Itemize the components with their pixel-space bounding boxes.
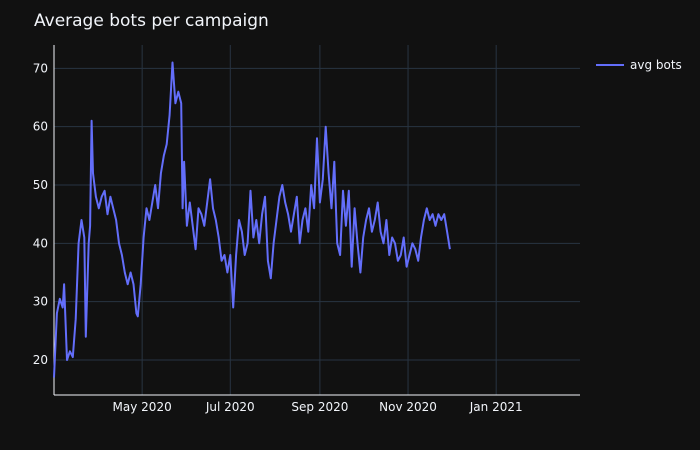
y-tick-label: 70	[33, 61, 48, 75]
chart-title: Average bots per campaign	[34, 11, 269, 31]
x-tick-label: Sep 2020	[291, 400, 348, 414]
axes: 20 30 40 50 60 70 May 2020 Jul 2020 Sep 2020 Nov …	[33, 45, 580, 414]
series-line-avg-bots[interactable]	[53, 61, 451, 378]
x-tick-label: Jul 2020	[205, 400, 255, 414]
legend-label-avg-bots[interactable]: avg bots	[630, 58, 682, 72]
gridlines	[54, 45, 580, 395]
x-tick-label: Nov 2020	[379, 400, 437, 414]
x-tick-label: May 2020	[113, 400, 172, 414]
series-layer	[53, 61, 451, 378]
y-tick-label: 50	[33, 178, 48, 192]
y-tick-label: 30	[33, 295, 48, 309]
legend[interactable]: avg bots	[596, 58, 682, 72]
y-tick-label: 40	[33, 236, 48, 250]
y-tick-label: 60	[33, 120, 48, 134]
x-tick-label: Jan 2021	[469, 400, 523, 414]
y-tick-label: 20	[33, 353, 48, 367]
